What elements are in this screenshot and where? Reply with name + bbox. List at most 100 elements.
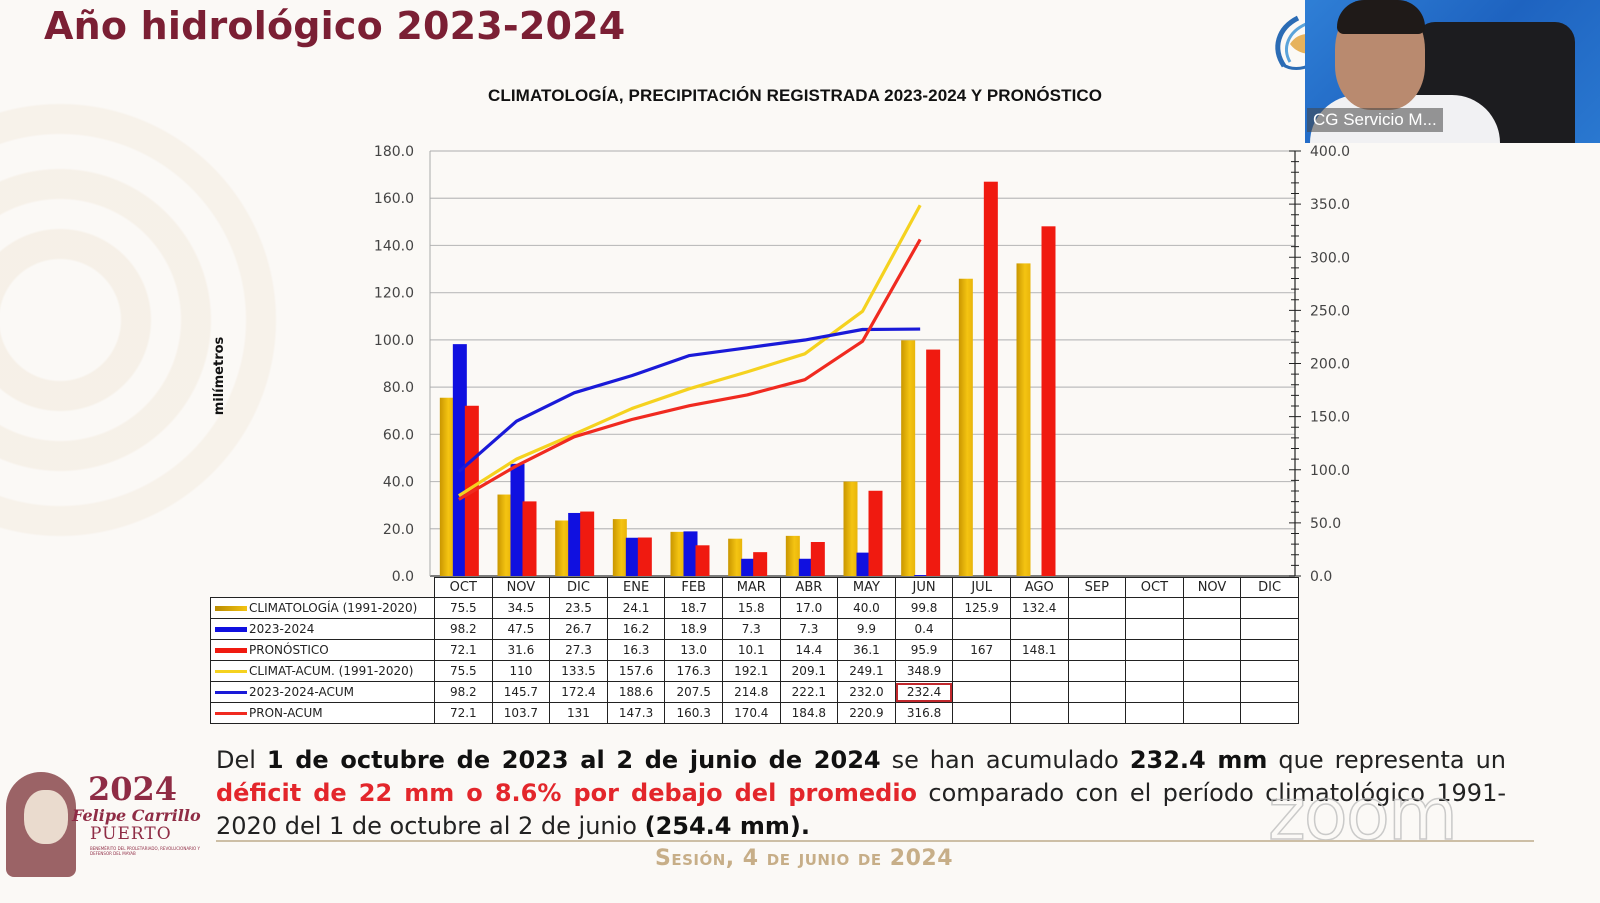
bars [439,181,1056,576]
bar-climatologia [785,535,800,576]
page-title: Año hidrológico 2023-2024 [44,4,626,48]
legend-label: CLIMATOLOGÍA (1991-2020) [249,601,418,615]
table-cell: 192.1 [721,660,781,682]
table-cell: 176.3 [664,660,723,682]
table-cell: 147.3 [606,702,666,724]
table-cell-highlighted: 232.4 [894,681,954,703]
table-cell: 36.1 [837,639,896,661]
data-table: OCT NOV DIC ENE FEB MAR ABR MAY JUN JUL AGO SEP OCT N… [210,577,1299,724]
summary-part: que representa un [1267,746,1506,774]
bar-pronostico [637,537,652,576]
table-cell: 15.8 [721,597,781,619]
table-header-row: OCT NOV DIC ENE FEB MAR ABR MAY JUN JUL AGO SEP OCT N… [211,577,1299,598]
bar-climatologia [439,397,454,576]
table-cell: 10.1 [721,639,781,661]
table-cell: 214.8 [721,681,781,703]
y2-tick-label: 150.0 [1310,410,1350,426]
footer-divider [216,840,1534,842]
table-month-header: DIC [549,577,608,598]
legend-label: 2023-2024 [249,622,315,636]
y2-tick-label: 400.0 [1310,144,1350,160]
table-cell: 26.7 [549,618,608,640]
table-cell: 0.4 [894,618,954,640]
table-month-header: FEB [664,577,723,598]
bar-pronostico [580,511,595,576]
y-tick-label: 60.0 [383,427,414,443]
table-cell: 9.9 [837,618,896,640]
table-cell: 222.1 [779,681,839,703]
legend-swatch-icon [215,691,247,694]
table-cell: 14.4 [779,639,839,661]
table-cell: 18.7 [664,597,723,619]
bar-registrada [452,344,467,576]
chart-title: CLIMATOLOGÍA, PRECIPITACIÓN REGISTRADA 2… [488,86,1103,105]
table-month-header: OCT [434,577,493,598]
table-cell [1009,702,1069,724]
table-cell [1067,639,1127,661]
table-cell: 348.9 [894,660,954,682]
participant-name-label: CG Servicio M... [1307,108,1443,132]
table-cell: 13.0 [664,639,723,661]
table-month-header: AGO [1009,577,1069,598]
bar-pronostico [810,542,825,576]
table-cell [1182,597,1242,619]
bar-pronostico [753,552,768,576]
table-cell: 133.5 [549,660,608,682]
table-cell [1182,660,1242,682]
bar-pronostico [926,349,941,576]
table-cell [1067,681,1127,703]
video-participant-tile[interactable]: CG Servicio M... [1305,0,1600,143]
table-cell: 207.5 [664,681,723,703]
table-cell [1182,618,1242,640]
bar-climatologia [497,494,512,576]
table-cell: 72.1 [434,702,493,724]
legend-entry: CLIMATOLOGÍA (1991-2020) [210,597,435,619]
grid-lines [430,150,1295,577]
portrait-illustration-icon [6,772,76,877]
table-cell: 172.4 [549,681,608,703]
table-cell [952,702,1011,724]
legend-swatch-icon [215,712,247,715]
table-cell: 110 [491,660,551,682]
y-tick-label: 140.0 [374,238,414,254]
table-cell: 145.7 [491,681,551,703]
table-cell: 167 [952,639,1011,661]
table-month-header: DIC [1240,577,1299,598]
table-month-header: NOV [491,577,551,598]
bar-climatologia [843,481,858,576]
y-tick-label: 40.0 [383,475,414,491]
bar-registrada [510,463,525,576]
table-cell: 18.9 [664,618,723,640]
legend-label: 2023-2024-ACUM [249,685,354,699]
table-month-header: MAR [721,577,781,598]
table-row: 2023-2024-ACUM 98.2 145.7 172.4 188.6 207.5 21… [210,681,1299,703]
bar-pronostico [983,181,998,576]
summary-climatology-total: (254.4 mm). [644,812,810,840]
table-cell: 95.9 [894,639,954,661]
table-cell [1067,618,1127,640]
table-cell: 7.3 [721,618,781,640]
table-cell: 98.2 [434,618,493,640]
line-registrada_acum [457,327,921,473]
table-cell [1067,597,1127,619]
table-cell: 40.0 [837,597,896,619]
legend-swatch-icon [215,648,247,653]
table-cell: 188.6 [606,681,666,703]
table-cell: 23.5 [549,597,608,619]
y-axis-label: milímetros [212,336,227,415]
table-cell: 103.7 [491,702,551,724]
table-cell [952,618,1011,640]
table-cell [1182,639,1242,661]
bar-pronostico [695,545,710,576]
table-cell: 72.1 [434,639,493,661]
table-cell: 75.5 [434,597,493,619]
table-cell: 131 [549,702,608,724]
bar-registrada [914,575,929,576]
legend-label: PRON-ACUM [249,706,323,720]
bar-registrada [683,531,698,576]
y-tick-label: 120.0 [374,286,414,302]
table-cell [1240,660,1299,682]
table-cell: 17.0 [779,597,839,619]
table-cell [1240,618,1299,640]
